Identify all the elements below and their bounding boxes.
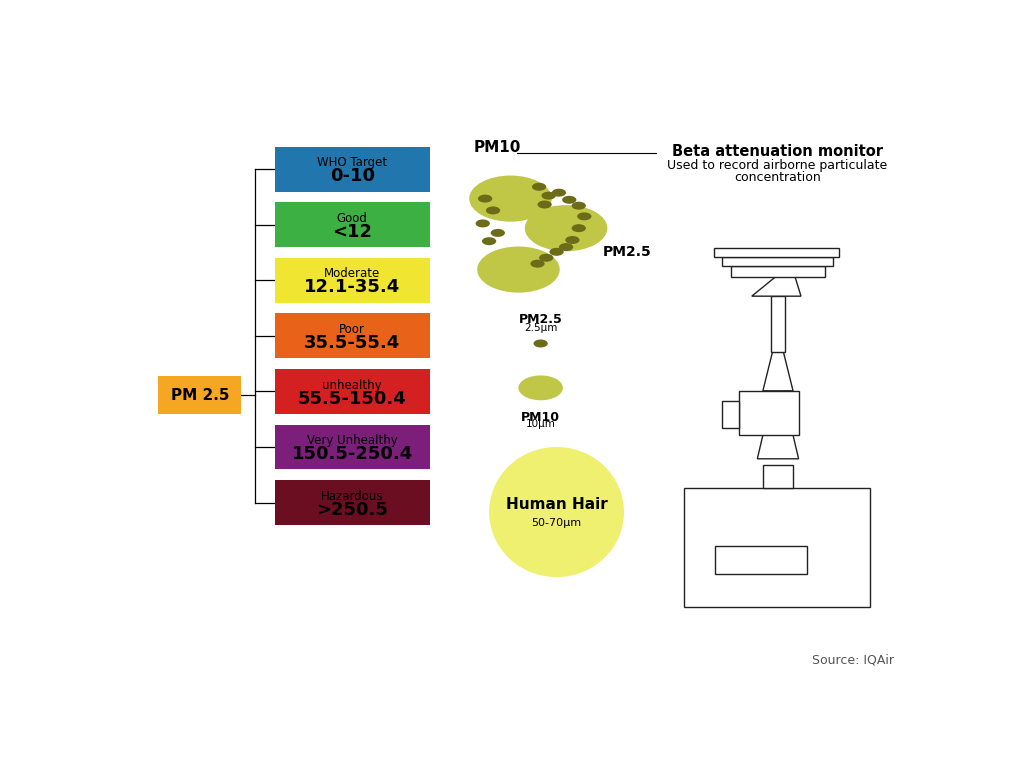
Text: PM2.5: PM2.5 bbox=[519, 313, 562, 326]
Ellipse shape bbox=[565, 236, 580, 244]
Ellipse shape bbox=[530, 260, 545, 267]
FancyBboxPatch shape bbox=[274, 258, 430, 303]
Ellipse shape bbox=[539, 253, 553, 262]
Bar bbox=[739, 391, 799, 435]
Ellipse shape bbox=[525, 205, 607, 251]
Bar bbox=[684, 488, 870, 607]
FancyBboxPatch shape bbox=[274, 313, 430, 359]
Ellipse shape bbox=[559, 243, 573, 251]
Ellipse shape bbox=[571, 224, 586, 232]
Ellipse shape bbox=[571, 202, 586, 210]
Text: concentration: concentration bbox=[734, 170, 820, 184]
Text: Used to record airborne particulate: Used to record airborne particulate bbox=[667, 159, 887, 172]
Polygon shape bbox=[763, 353, 793, 391]
Text: Source: IQAir: Source: IQAir bbox=[812, 654, 894, 667]
Ellipse shape bbox=[534, 339, 548, 347]
Text: >250.5: >250.5 bbox=[316, 501, 388, 518]
Ellipse shape bbox=[538, 200, 552, 208]
Ellipse shape bbox=[486, 207, 500, 214]
Text: 2.5μm: 2.5μm bbox=[524, 323, 557, 333]
Ellipse shape bbox=[490, 229, 505, 237]
Text: PM10: PM10 bbox=[473, 140, 521, 154]
Bar bbox=[722, 257, 833, 266]
Ellipse shape bbox=[562, 196, 577, 204]
Text: 10μm: 10μm bbox=[525, 419, 556, 429]
FancyBboxPatch shape bbox=[274, 147, 430, 191]
Ellipse shape bbox=[552, 189, 566, 197]
Text: Good: Good bbox=[337, 212, 368, 225]
Text: 12.1-35.4: 12.1-35.4 bbox=[304, 279, 400, 296]
FancyBboxPatch shape bbox=[158, 376, 242, 415]
Text: 55.5-150.4: 55.5-150.4 bbox=[298, 389, 407, 408]
FancyBboxPatch shape bbox=[274, 369, 430, 414]
Ellipse shape bbox=[531, 183, 546, 190]
Text: 50-70μm: 50-70μm bbox=[531, 518, 582, 528]
Ellipse shape bbox=[482, 237, 497, 245]
FancyBboxPatch shape bbox=[274, 480, 430, 525]
Polygon shape bbox=[758, 435, 799, 458]
Text: Very Unhealthy: Very Unhealthy bbox=[307, 434, 397, 447]
Ellipse shape bbox=[478, 194, 493, 203]
Text: <12: <12 bbox=[332, 223, 372, 241]
Text: Beta attenuation monitor: Beta attenuation monitor bbox=[672, 144, 883, 159]
Text: 0-10: 0-10 bbox=[330, 167, 375, 185]
Ellipse shape bbox=[518, 376, 563, 400]
Ellipse shape bbox=[542, 192, 556, 200]
Text: Moderate: Moderate bbox=[324, 267, 380, 280]
Text: 150.5-250.4: 150.5-250.4 bbox=[292, 445, 413, 463]
Ellipse shape bbox=[550, 248, 563, 256]
Text: unhealthy: unhealthy bbox=[323, 379, 382, 392]
Ellipse shape bbox=[469, 176, 552, 222]
Text: 35.5-55.4: 35.5-55.4 bbox=[304, 334, 400, 352]
Bar bbox=[763, 465, 793, 488]
Bar bbox=[714, 248, 839, 257]
Text: Human Hair: Human Hair bbox=[506, 498, 607, 512]
Text: Hazardous: Hazardous bbox=[321, 490, 383, 503]
Polygon shape bbox=[752, 276, 801, 296]
Ellipse shape bbox=[489, 447, 624, 577]
Text: PM10: PM10 bbox=[521, 412, 560, 425]
Ellipse shape bbox=[475, 220, 489, 227]
Ellipse shape bbox=[578, 213, 592, 220]
Bar bbox=[771, 296, 785, 353]
Text: PM 2.5: PM 2.5 bbox=[171, 388, 229, 402]
FancyBboxPatch shape bbox=[274, 202, 430, 247]
FancyBboxPatch shape bbox=[274, 425, 430, 469]
Ellipse shape bbox=[477, 247, 560, 293]
Text: WHO Target: WHO Target bbox=[317, 156, 387, 169]
Bar bbox=[722, 402, 739, 428]
Bar bbox=[731, 266, 824, 276]
Text: Poor: Poor bbox=[339, 323, 366, 336]
Text: PM2.5: PM2.5 bbox=[602, 245, 651, 259]
Bar bbox=[715, 546, 807, 574]
